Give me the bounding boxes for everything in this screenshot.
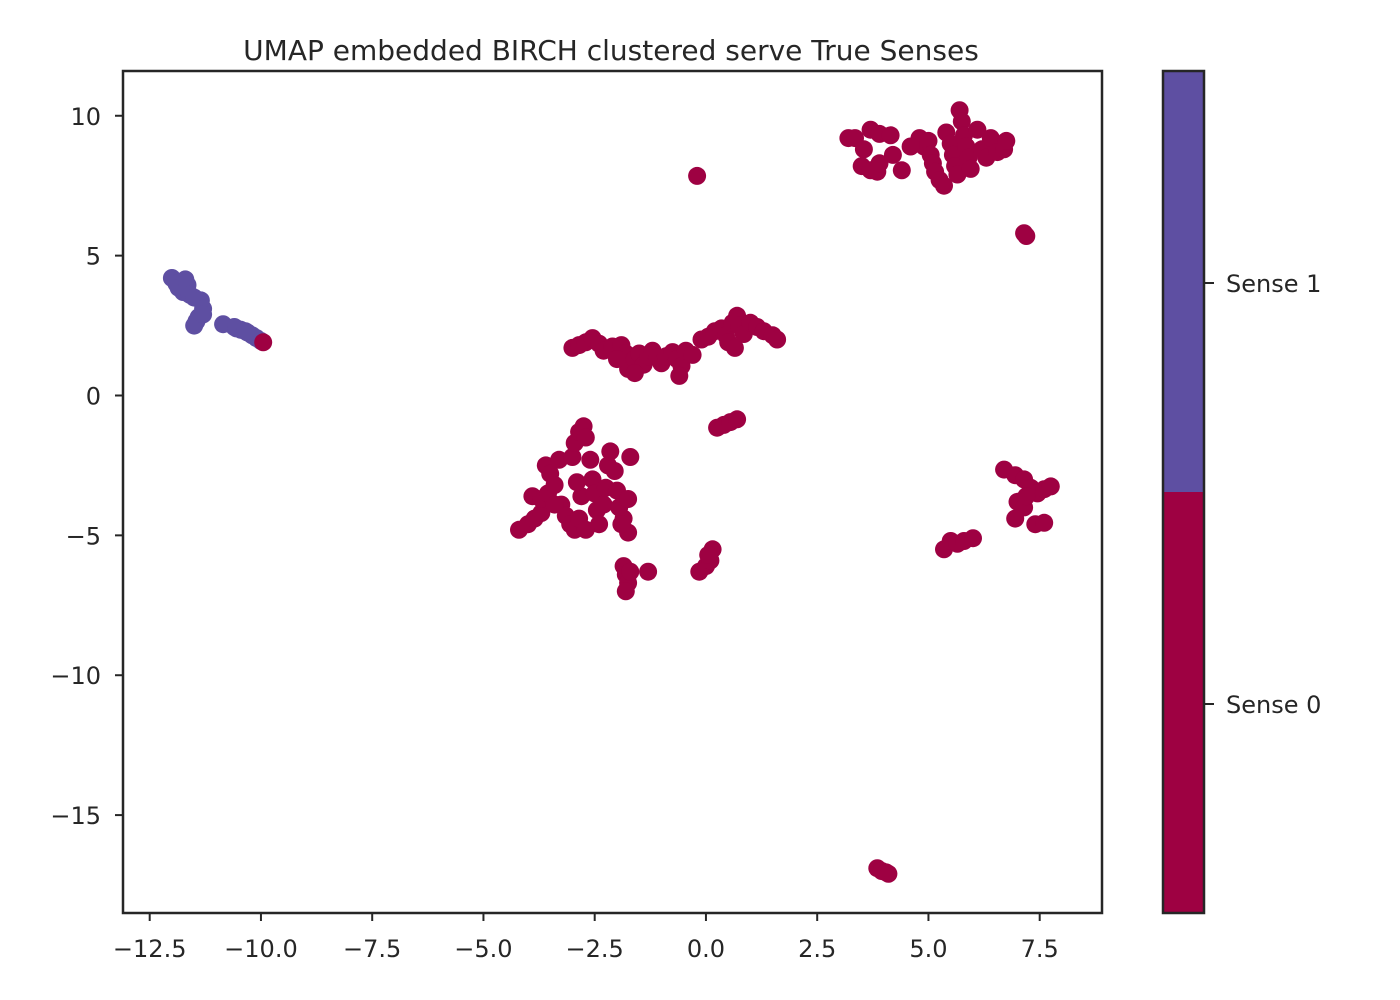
scatter-point-sense-0-130 (545, 495, 564, 514)
scatter-point-sense-0-122 (605, 462, 624, 480)
x-tick-label: −7.5 (343, 935, 401, 963)
x-tick-label: −12.5 (113, 935, 187, 963)
plot-area (121, 69, 1104, 915)
x-tick-label: 2.5 (798, 935, 836, 963)
scatter-point-sense-0-108 (563, 448, 582, 466)
points-layer (162, 101, 1060, 883)
scatter-point-sense-0-114 (583, 470, 602, 489)
scatter-point-sense-0-1 (688, 166, 707, 185)
x-tick-label: −5.0 (454, 935, 512, 963)
colorbar-swatch-sense-1 (1163, 71, 1204, 492)
x-axis: −12.5 −10.0 −7.5 −5.0 −2.5 0.0 2.5 5.0 7.5 (113, 913, 1059, 963)
scatter-point-sense-0-154 (1041, 477, 1060, 496)
scatter-point-sense-0-19 (935, 176, 953, 195)
colorbar-label-sense-1: Sense 1 (1226, 270, 1321, 298)
x-tick-label: −2.5 (566, 935, 624, 963)
scatter-point-sense-0-14 (919, 131, 938, 150)
scatter-point-sense-0-126 (619, 490, 638, 508)
scatter-point-sense-0-135 (616, 582, 635, 601)
scatter-point-sense-0-121 (601, 442, 620, 461)
scatter-point-sense-0-11 (892, 161, 911, 180)
plot-frame (121, 69, 1104, 915)
scatter-point-sense-0-93 (532, 504, 551, 522)
scatter-point-sense-0-68 (625, 364, 644, 383)
y-tick-label: −10 (50, 662, 101, 690)
scatter-point-sense-0-89 (728, 410, 747, 429)
scatter-point-sense-0-99 (545, 476, 564, 494)
scatter-point-sense-0-142 (699, 545, 718, 564)
scatter-point-sense-0-42 (1017, 227, 1036, 245)
scatter-point-sense-0-30 (961, 159, 980, 178)
scatter-point-sense-1-22 (236, 322, 255, 341)
y-tick-label: 0 (86, 382, 101, 410)
scatter-point-sense-0-137 (639, 562, 658, 581)
scatter-point-sense-0-136 (621, 562, 640, 581)
scatter-point-sense-0-65 (670, 366, 689, 385)
scatter-point-sense-0-0 (254, 333, 273, 352)
x-tick-label: 5.0 (909, 935, 947, 963)
scatter-point-sense-0-147 (964, 529, 982, 548)
scatter-point-sense-0-113 (581, 450, 600, 469)
y-tick-label: 10 (70, 103, 101, 131)
scatter-point-sense-0-69 (608, 350, 626, 369)
scatter-point-sense-0-127 (621, 448, 640, 466)
scatter-point-sense-0-40 (870, 154, 889, 173)
scatter-point-sense-0-129 (612, 515, 631, 534)
chart-title: UMAP embedded BIRCH clustered serve True… (243, 34, 979, 67)
scatter-point-sense-0-37 (997, 131, 1016, 150)
scatter-point-sense-0-160 (1017, 487, 1036, 506)
scatter-point-sense-0-39 (883, 145, 902, 164)
colorbar-frame (1161, 69, 1206, 915)
x-tick-label: 0.0 (687, 935, 725, 963)
scatter-point-sense-1-13 (194, 305, 213, 324)
scatter-point-sense-0-85 (768, 330, 787, 349)
scatter-point-sense-0-7 (881, 126, 900, 145)
scatter-point-sense-0-26 (952, 112, 971, 131)
colorbar: Sense 1 Sense 0 (1161, 69, 1321, 915)
x-tick-label: −10.0 (224, 935, 298, 963)
scatter-point-sense-0-164 (879, 864, 898, 883)
scatter-point-sense-0-131 (576, 520, 595, 539)
scatter-point-sense-0-107 (567, 473, 586, 492)
scatter-point-sense-0-38 (901, 137, 920, 156)
y-tick-label: −15 (50, 802, 101, 830)
y-axis: 10 5 0 −5 −10 −15 (50, 103, 123, 830)
x-tick-label: 7.5 (1021, 935, 1059, 963)
scatter-point-sense-0-31 (968, 120, 987, 139)
scatter-point-sense-0-159 (1035, 513, 1054, 532)
y-tick-label: −5 (66, 522, 101, 550)
scatter-point-sense-0-118 (594, 495, 613, 514)
scatter-point-sense-0-112 (576, 428, 595, 447)
scatter-point-sense-0-67 (683, 345, 702, 364)
y-tick-label: 5 (86, 243, 101, 271)
scatter-point-sense-0-78 (725, 338, 744, 357)
colorbar-label-sense-0: Sense 0 (1226, 691, 1321, 719)
scatter-point-sense-0-34 (981, 129, 1000, 148)
scatter-point-sense-0-4 (854, 140, 873, 159)
colorbar-swatch-sense-0 (1163, 492, 1204, 913)
scatter-point-sense-0-157 (1006, 509, 1025, 528)
